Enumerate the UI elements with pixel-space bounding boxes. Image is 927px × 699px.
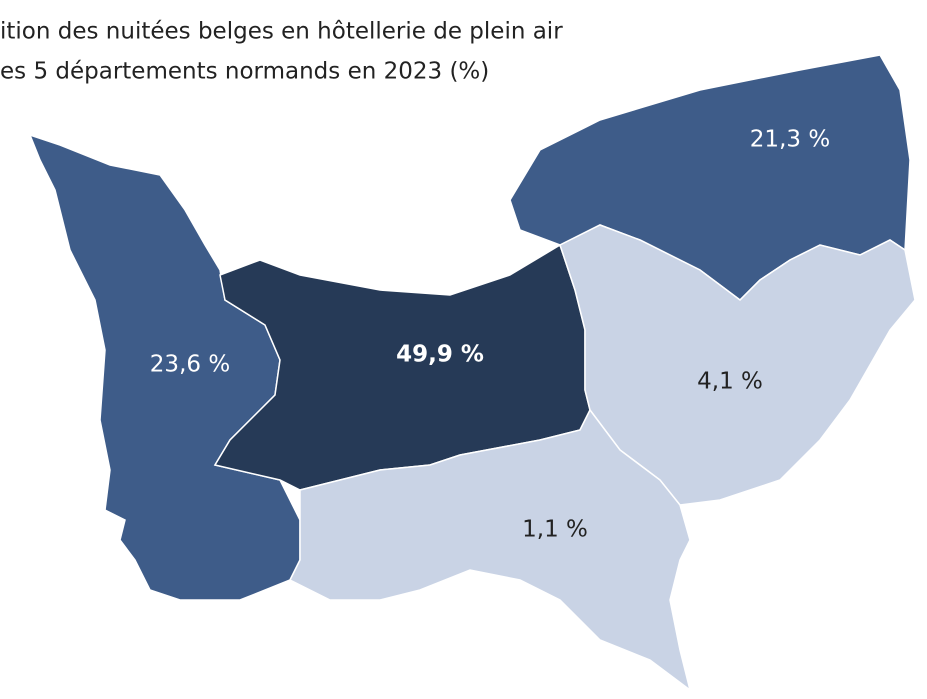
map-title: es 5 départements normands en 2023 (%) bbox=[0, 59, 489, 85]
map-title: ition des nuitées belges en hôtellerie d… bbox=[0, 19, 563, 45]
value-label: 23,6 % bbox=[150, 352, 230, 378]
value-label: 49,9 % bbox=[396, 342, 484, 368]
value-label: 4,1 % bbox=[697, 369, 763, 395]
value-label: 1,1 % bbox=[522, 517, 588, 543]
labels: 23,6 % 49,9 % 21,3 % 4,1 % 1,1 % bbox=[150, 127, 830, 543]
region bbox=[288, 408, 692, 692]
value-label: 21,3 % bbox=[750, 127, 830, 153]
regions bbox=[28, 54, 916, 692]
